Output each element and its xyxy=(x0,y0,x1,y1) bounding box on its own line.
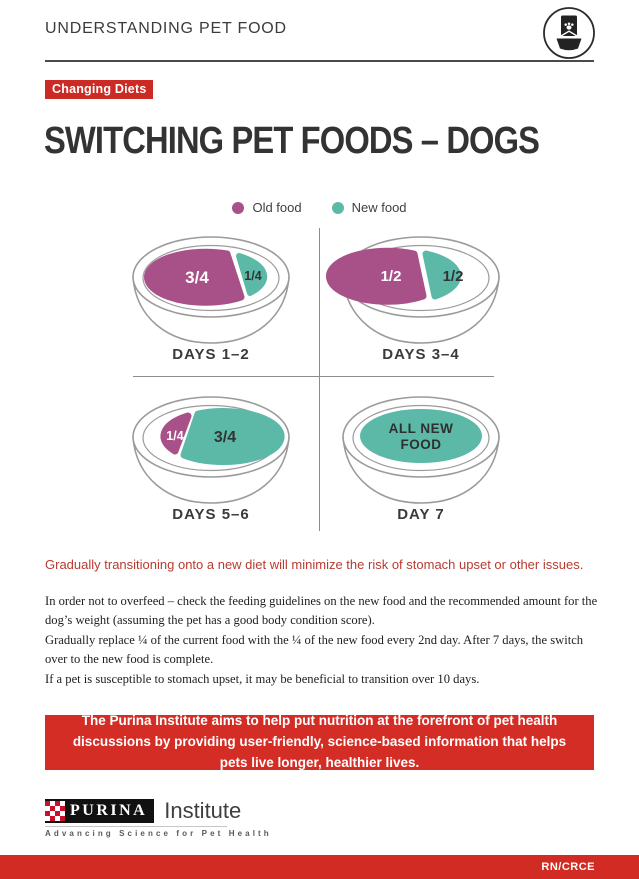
bowl-caption-days-1-2: DAYS 1–2 xyxy=(172,346,250,363)
footer-code: RN/CRCE xyxy=(541,861,595,873)
label-all-new-line2: FOOD xyxy=(401,437,442,452)
legend: Old food New food xyxy=(0,200,639,215)
topic-badge: Changing Diets xyxy=(45,80,154,99)
new-food-swatch-icon xyxy=(331,201,344,214)
footer-bar: RN/CRCE xyxy=(0,855,639,879)
purina-institute-logo: PURINA Institute xyxy=(45,798,241,824)
body-paragraph-1: In order not to overfeed – check the fee… xyxy=(45,594,598,627)
legend-item-new-food: New food xyxy=(331,200,407,215)
logo-brand-text: PURINA xyxy=(70,802,148,819)
intro-statement: Gradually transitioning onto a new diet … xyxy=(45,557,584,572)
logo-divider xyxy=(45,826,227,827)
page-header-title: UNDERSTANDING PET FOOD xyxy=(45,20,287,37)
body-paragraph-3: If a pet is susceptible to stomach upset… xyxy=(45,672,480,686)
page-title: SWITCHING PET FOODS – DOGS xyxy=(44,120,540,162)
grid-vertical-divider xyxy=(319,228,320,531)
header-divider xyxy=(45,60,594,62)
logo-suffix-text: Institute xyxy=(164,798,242,823)
fraction-new-days-3-4: 1/2 xyxy=(443,268,464,285)
bowl-diagram-days-5-6: 1/4 3/4 xyxy=(111,385,311,535)
fraction-old-days-5-6: 1/4 xyxy=(166,429,183,443)
legend-label-new: New food xyxy=(351,200,407,215)
label-all-new-line1: ALL NEW xyxy=(389,421,454,436)
bowl-caption-days-5-6: DAYS 5–6 xyxy=(172,506,250,523)
legend-label-old: Old food xyxy=(252,200,302,215)
body-paragraph-2: Gradually replace ¼ of the current food … xyxy=(45,633,584,666)
fraction-old-days-3-4: 1/2 xyxy=(381,268,402,285)
purina-checkerboard-icon xyxy=(45,801,65,821)
purina-institute-callout: The Purina Institute aims to help put nu… xyxy=(45,713,594,770)
bowl-diagram-days-3-4: 1/2 1/2 xyxy=(321,225,521,375)
fraction-new-days-5-6: 3/4 xyxy=(214,429,236,446)
fraction-old-days-1-2: 3/4 xyxy=(185,268,209,287)
purina-wordmark: PURINA xyxy=(45,799,155,823)
bowl-caption-day-7: DAY 7 xyxy=(397,506,445,523)
bowl-caption-days-3-4: DAYS 3–4 xyxy=(382,346,460,363)
grid-horizontal-divider xyxy=(133,376,494,377)
pet-food-bag-and-bowl-icon xyxy=(542,6,596,60)
logo-tagline: Advancing Science for Pet Health xyxy=(45,829,272,838)
bowl-diagram-day-7: ALL NEW FOOD xyxy=(321,385,521,535)
fraction-new-days-1-2: 1/4 xyxy=(244,269,261,283)
legend-item-old-food: Old food xyxy=(232,200,302,215)
old-food-swatch-icon xyxy=(232,201,245,214)
bowl-diagram-days-1-2: 3/4 1/4 xyxy=(111,225,311,375)
